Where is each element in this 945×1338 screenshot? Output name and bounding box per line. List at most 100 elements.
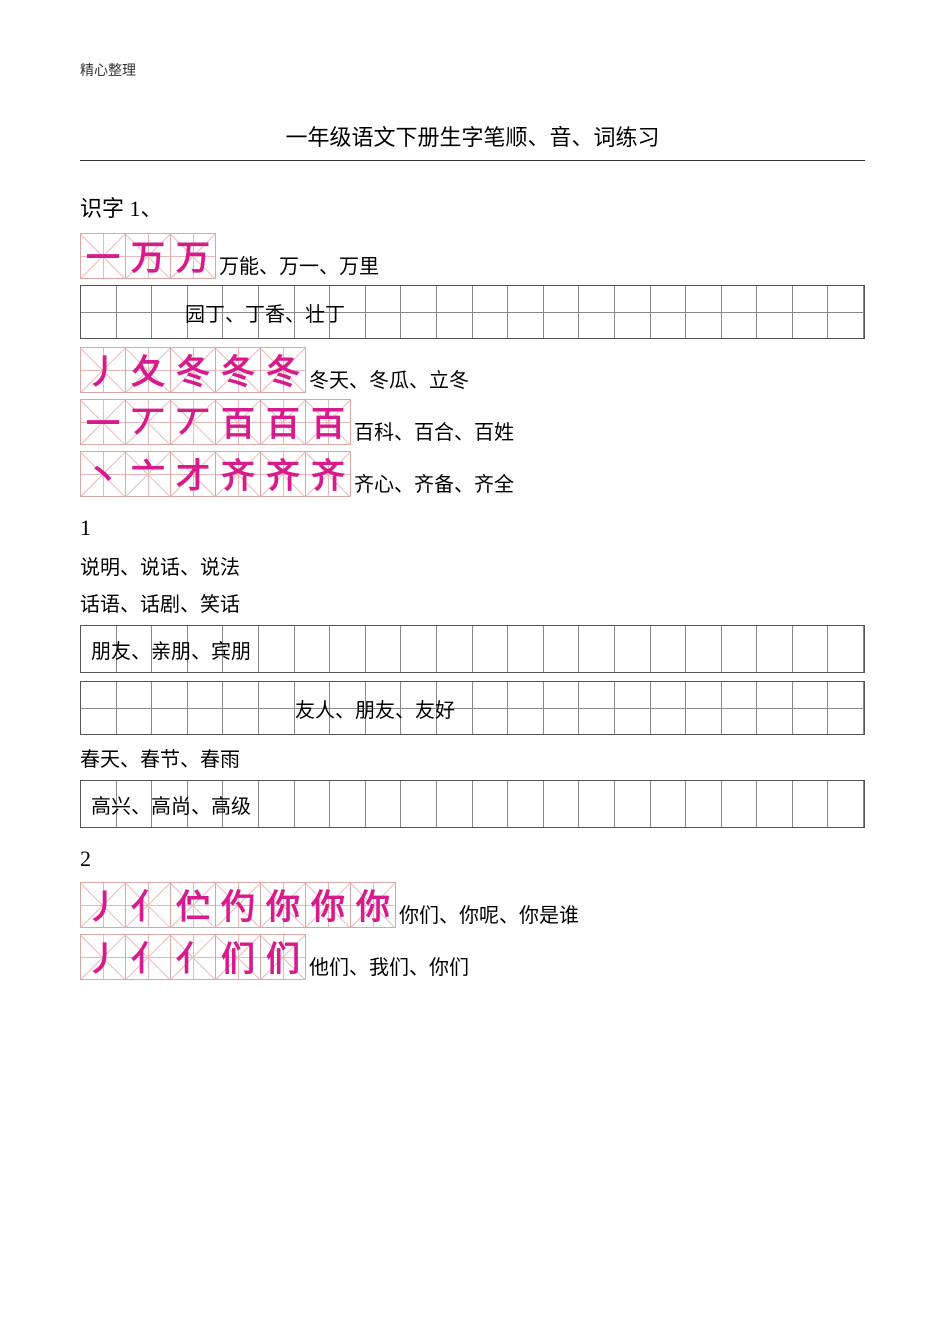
stroke-char: 亠 bbox=[131, 449, 165, 498]
practice-grid-row: 园丁、丁香、壮丁 bbox=[80, 285, 865, 339]
stroke-cell: 亠 bbox=[125, 451, 171, 497]
stroke-cell: 一 bbox=[80, 399, 126, 445]
stroke-char: 亻 bbox=[176, 932, 210, 981]
stroke-char: 齐 bbox=[221, 449, 255, 498]
grid-cell bbox=[722, 626, 758, 672]
stroke-cell: 亻 bbox=[170, 934, 216, 980]
grid-cell bbox=[615, 781, 651, 827]
grid-cell bbox=[793, 626, 829, 672]
stroke-row: 一丆丆百百百百科、百合、百姓 bbox=[80, 399, 865, 445]
stroke-boxes: 丿亻亻们们 bbox=[80, 934, 305, 980]
stroke-char: 丶 bbox=[86, 449, 120, 498]
stroke-char: 才 bbox=[176, 449, 210, 498]
stroke-cell: 齐 bbox=[305, 451, 351, 497]
stroke-char: 亻 bbox=[131, 932, 165, 981]
grid-cell bbox=[366, 626, 402, 672]
grid-cell bbox=[401, 626, 437, 672]
grid-cell bbox=[828, 626, 864, 672]
stroke-cell: 冬 bbox=[260, 347, 306, 393]
stroke-cell: 丿 bbox=[80, 347, 126, 393]
grid-cell bbox=[508, 781, 544, 827]
vocab-words: 齐心、齐备、齐全 bbox=[354, 468, 514, 497]
stroke-row: 丿亻亻们们他们、我们、你们 bbox=[80, 934, 865, 980]
grid-overlay-text: 友人、朋友、友好 bbox=[291, 682, 459, 734]
stroke-char: 仢 bbox=[221, 880, 255, 929]
stroke-cell: 万 bbox=[170, 233, 216, 279]
vocab-words: 他们、我们、你们 bbox=[309, 951, 469, 980]
stroke-cell: 亻 bbox=[125, 882, 171, 928]
stroke-row: 一万万万能、万一、万里 bbox=[80, 233, 865, 279]
stroke-cell: 冬 bbox=[215, 347, 261, 393]
stroke-cell: 夂 bbox=[125, 347, 171, 393]
stroke-boxes: 一万万 bbox=[80, 233, 215, 279]
page-title: 一年级语文下册生字笔顺、音、词练习 bbox=[80, 120, 865, 152]
stroke-char: 你 bbox=[311, 880, 345, 929]
grid-cell bbox=[473, 781, 509, 827]
grid-cell bbox=[615, 626, 651, 672]
stroke-row: 丶亠才齐齐齐齐心、齐备、齐全 bbox=[80, 451, 865, 497]
stroke-cell: 万 bbox=[125, 233, 171, 279]
grid-cell bbox=[686, 626, 722, 672]
stroke-char: 丿 bbox=[86, 345, 120, 394]
practice-grid-row: 高兴、高尚、高级 bbox=[80, 780, 865, 828]
grid-cell bbox=[579, 781, 615, 827]
stroke-cell: 仢 bbox=[215, 882, 261, 928]
stroke-char: 百 bbox=[311, 397, 345, 446]
stroke-char: 伫 bbox=[176, 880, 210, 929]
stroke-char: 冬 bbox=[176, 345, 210, 394]
s1-lines2: 春天、春节、春雨 bbox=[80, 743, 865, 772]
s2-container: 丿亻伫仢你你你你们、你呢、你是谁丿亻亻们们他们、我们、你们 bbox=[80, 882, 865, 980]
stroke-cell: 百 bbox=[215, 399, 261, 445]
grid-cell bbox=[793, 781, 829, 827]
stroke-cell: 百 bbox=[260, 399, 306, 445]
stroke-char: 万 bbox=[176, 231, 210, 280]
vocab-words: 百科、百合、百姓 bbox=[354, 416, 514, 445]
grid-cell bbox=[366, 781, 402, 827]
stroke-char: 冬 bbox=[266, 345, 300, 394]
grid-cell bbox=[259, 626, 295, 672]
s1-lines: 说明、说话、说法话语、话剧、笑话 bbox=[80, 551, 865, 617]
title-underline bbox=[80, 160, 865, 161]
stroke-cell: 丆 bbox=[125, 399, 171, 445]
stroke-cell: 一 bbox=[80, 233, 126, 279]
page-header-small: 精心整理 bbox=[80, 60, 865, 80]
stroke-boxes: 丶亠才齐齐齐 bbox=[80, 451, 350, 497]
grid-cell bbox=[437, 781, 473, 827]
stroke-char: 们 bbox=[221, 932, 255, 981]
grid-cell bbox=[828, 781, 864, 827]
s1-grids2: 高兴、高尚、高级 bbox=[80, 780, 865, 828]
grid-cell bbox=[473, 626, 509, 672]
stroke-cell: 齐 bbox=[260, 451, 306, 497]
stroke-cell: 你 bbox=[350, 882, 396, 928]
grid-cell bbox=[295, 781, 331, 827]
stroke-char: 一 bbox=[86, 397, 120, 446]
grid-overlay-text: 高兴、高尚、高级 bbox=[87, 781, 255, 827]
stroke-row: 丿夂冬冬冬冬天、冬瓜、立冬 bbox=[80, 347, 865, 393]
grid-cell bbox=[508, 626, 544, 672]
stroke-cell: 丆 bbox=[170, 399, 216, 445]
stroke-cell: 丿 bbox=[80, 934, 126, 980]
grid-cell bbox=[295, 626, 331, 672]
section-label-1: 1 bbox=[80, 515, 865, 541]
grid-cell bbox=[686, 781, 722, 827]
practice-grid-row: 朋友、亲朋、宾朋 bbox=[80, 625, 865, 673]
section-label-shizi1: 识字 1、 bbox=[80, 191, 865, 223]
stroke-char: 百 bbox=[221, 397, 255, 446]
grid-cell bbox=[757, 626, 793, 672]
stroke-char: 们 bbox=[266, 932, 300, 981]
stroke-char: 你 bbox=[356, 880, 390, 929]
vocab-words: 你们、你呢、你是谁 bbox=[399, 899, 579, 928]
stroke-cell: 你 bbox=[305, 882, 351, 928]
shizi1-container: 一万万万能、万一、万里园丁、丁香、壮丁丿夂冬冬冬冬天、冬瓜、立冬一丆丆百百百百科… bbox=[80, 233, 865, 497]
stroke-boxes: 丿亻伫仢你你你 bbox=[80, 882, 395, 928]
grid-overlay-text: 朋友、亲朋、宾朋 bbox=[87, 626, 255, 672]
plain-text-line: 话语、话剧、笑话 bbox=[80, 588, 865, 617]
grid-cell bbox=[259, 781, 295, 827]
stroke-cell: 丿 bbox=[80, 882, 126, 928]
stroke-char: 一 bbox=[86, 231, 120, 280]
grid-cell bbox=[401, 781, 437, 827]
stroke-char: 冬 bbox=[221, 345, 255, 394]
stroke-char: 齐 bbox=[311, 449, 345, 498]
stroke-cell: 们 bbox=[215, 934, 261, 980]
plain-text-line: 说明、说话、说法 bbox=[80, 551, 865, 580]
